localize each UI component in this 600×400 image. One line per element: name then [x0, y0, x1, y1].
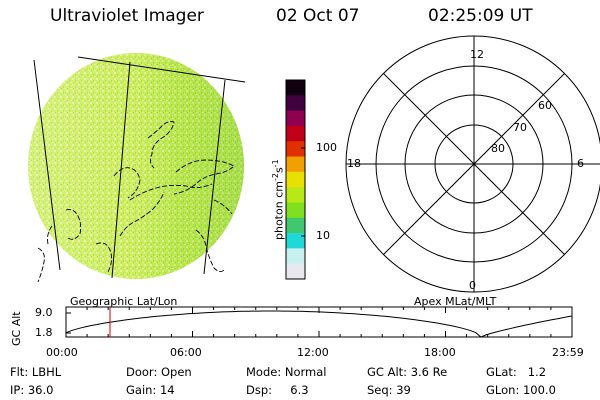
colorbar-band: [286, 125, 305, 142]
timeline-x-tick-2: 12:00: [297, 346, 329, 359]
colorbar-band: [286, 141, 305, 158]
colorbar-band: [286, 156, 305, 173]
mlat-label-70: 70: [513, 121, 527, 134]
geographic-grid: [33, 56, 246, 279]
ip-status: IP: 36.0: [10, 383, 54, 397]
colorbar-unit-label: photon cm-2s-1: [271, 159, 286, 240]
mlt-label-0: 0: [469, 279, 476, 292]
geographic-caption: Geographic Lat/Lon: [70, 295, 178, 308]
mlt-label-18: 18: [347, 157, 361, 170]
glon-status: GLon: 100.0: [486, 383, 556, 397]
uvi-image-panel: [28, 53, 246, 282]
colorbar-band: [286, 217, 305, 234]
mlat-label-60: 60: [538, 99, 552, 112]
time-label: 02:25:09 UT: [428, 6, 533, 26]
mlt-diagonal-2: [383, 73, 565, 255]
coastlines: [37, 121, 235, 282]
glat-status: GLat: 1.2: [486, 365, 547, 379]
mlat-label-80: 80: [491, 142, 505, 155]
colorbar-band: [286, 263, 305, 280]
timeline-x-tick-0: 00:00: [46, 346, 78, 359]
colorbar-tick-10: 10: [316, 229, 330, 242]
instrument-title: Ultraviolet Imager: [50, 6, 204, 26]
timeline-x-tick-4: 23:59: [552, 346, 584, 359]
colorbar-frame: [285, 79, 306, 280]
colorbar-band: [286, 187, 305, 204]
timeline-axis-label: GC Alt: [10, 311, 23, 346]
colorbar-band: [286, 202, 305, 219]
seq-status: Seq: 39: [367, 383, 411, 397]
door-status: Door: Open: [126, 365, 192, 379]
mlt-label-12: 12: [470, 48, 484, 61]
colorbar-band: [286, 233, 305, 249]
timeline-y-bottom: 1.8: [35, 326, 53, 339]
colorbar-band: [286, 95, 305, 112]
timeline-y-top: 9.0: [35, 306, 53, 319]
altitude-timeline: [65, 306, 573, 338]
gain-status: Gain: 14: [126, 383, 175, 397]
colorbar: [285, 79, 306, 280]
altitude-curve: [65, 310, 573, 338]
polar-grid: [345, 35, 600, 293]
dsp-status: Dsp: 6.3: [246, 383, 309, 397]
colorbar-band: [286, 171, 305, 188]
apex-caption: Apex MLat/MLT: [414, 295, 497, 308]
mlt-label-6: 6: [577, 157, 584, 170]
timeline-x-tick-1: 06:00: [170, 346, 202, 359]
colorbar-tick-100: 100: [316, 141, 337, 154]
timeline-x-tick-3: 18:00: [424, 346, 456, 359]
gc-alt-status: GC Alt: 3.6 Re: [367, 365, 448, 379]
colorbar-band: [286, 80, 305, 96]
colorbar-band: [286, 248, 305, 265]
filter-status: Flt: LBHL: [10, 365, 62, 379]
colorbar-band: [286, 110, 305, 127]
mode-status: Mode: Normal: [246, 365, 327, 379]
date-label: 02 Oct 07: [276, 6, 360, 26]
